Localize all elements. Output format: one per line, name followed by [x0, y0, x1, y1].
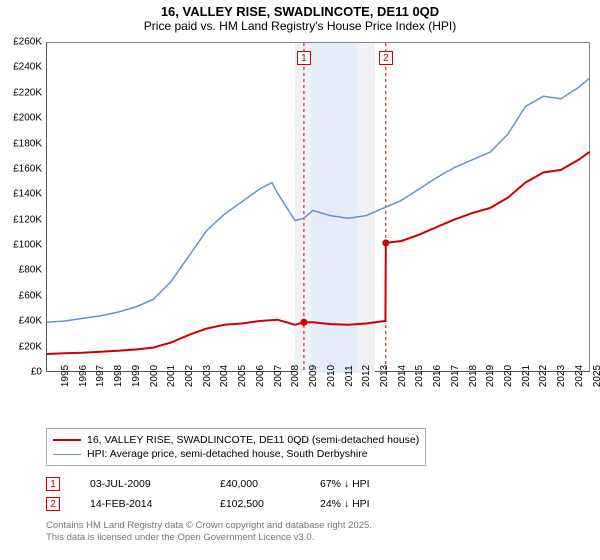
y-tick-label: £240K	[13, 62, 42, 73]
footer: Contains HM Land Registry data © Crown c…	[46, 520, 590, 544]
transaction-price: £40,000	[220, 478, 290, 490]
legend: 16, VALLEY RISE, SWADLINCOTE, DE11 0QD (…	[46, 428, 590, 544]
footer-line1: Contains HM Land Registry data © Crown c…	[46, 520, 590, 532]
chart: 12 £0£20K£40K£60K£80K£100K£120K£140K£160…	[46, 42, 590, 400]
legend-label: 16, VALLEY RISE, SWADLINCOTE, DE11 0QD (…	[87, 434, 419, 446]
legend-swatch	[53, 439, 81, 441]
transaction-row: 2 14-FEB-2014 £102,500 24% ↓ HPI	[46, 494, 590, 514]
plot-area: 12	[46, 42, 590, 372]
legend-label: HPI: Average price, semi-detached house,…	[87, 448, 368, 460]
y-tick-label: £20K	[19, 341, 42, 352]
transactions-table: 1 03-JUL-2009 £40,000 67% ↓ HPI 2 14-FEB-2014…	[46, 474, 590, 514]
transaction-price: £102,500	[220, 498, 290, 510]
transaction-hpi-diff: 24% ↓ HPI	[320, 498, 410, 510]
y-tick-label: £260K	[13, 37, 42, 48]
y-tick-label: £100K	[13, 240, 42, 251]
y-tick-label: £160K	[13, 163, 42, 174]
footer-line2: This data is licensed under the Open Gov…	[46, 532, 590, 544]
legend-row: 16, VALLEY RISE, SWADLINCOTE, DE11 0QD (…	[53, 433, 419, 447]
chart-marker: 1	[297, 51, 311, 65]
transaction-row: 1 03-JUL-2009 £40,000 67% ↓ HPI	[46, 474, 590, 494]
y-tick-label: £0	[31, 367, 42, 378]
chart-marker: 2	[379, 51, 393, 65]
transaction-marker: 2	[46, 497, 60, 511]
transaction-date: 14-FEB-2014	[90, 498, 190, 510]
y-tick-label: £120K	[13, 214, 42, 225]
page-title: 16, VALLEY RISE, SWADLINCOTE, DE11 0QD	[0, 4, 600, 19]
page-subtitle: Price paid vs. HM Land Registry's House …	[0, 19, 600, 33]
transaction-marker: 1	[46, 477, 60, 491]
transaction-date: 03-JUL-2009	[90, 478, 190, 490]
legend-swatch	[53, 454, 81, 455]
y-tick-label: £40K	[19, 316, 42, 327]
x-tick-label: 2025	[578, 365, 600, 387]
transaction-hpi-diff: 67% ↓ HPI	[320, 478, 410, 490]
y-tick-label: £220K	[13, 87, 42, 98]
y-tick-label: £180K	[13, 138, 42, 149]
y-tick-label: £80K	[19, 265, 42, 276]
y-tick-label: £200K	[13, 113, 42, 124]
y-tick-label: £60K	[19, 290, 42, 301]
y-tick-label: £140K	[13, 189, 42, 200]
legend-row: HPI: Average price, semi-detached house,…	[53, 447, 419, 461]
